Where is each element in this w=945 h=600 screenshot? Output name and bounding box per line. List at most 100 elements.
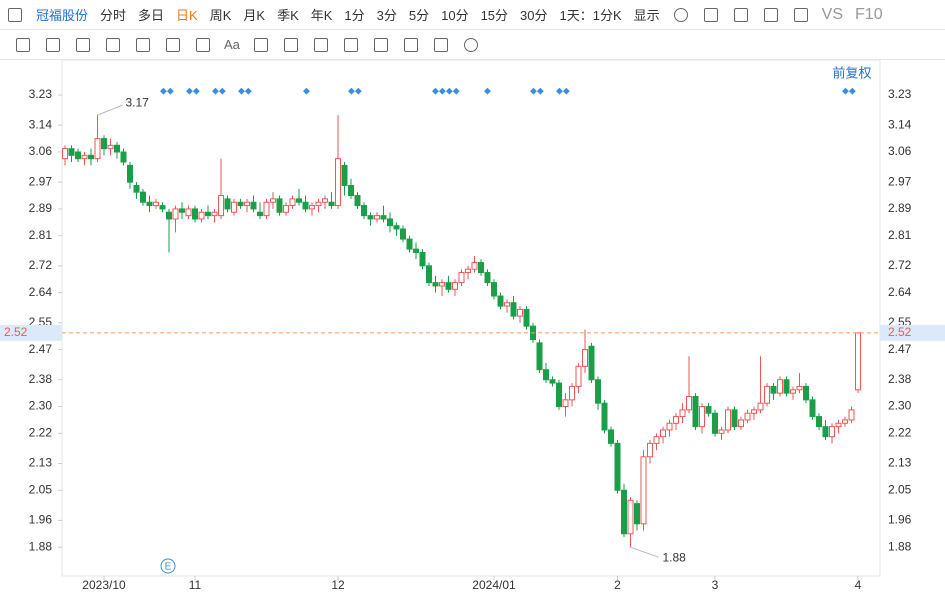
candle-body [114, 144, 120, 153]
candle-body [302, 201, 309, 210]
range-tool[interactable] [166, 37, 180, 52]
tool-settings[interactable] [463, 37, 478, 52]
candle-body [569, 385, 575, 401]
period-tab[interactable]: 3分 [376, 8, 397, 23]
y-tick-label: 2.13 [29, 456, 53, 470]
candle-body [419, 251, 426, 267]
lock-tool[interactable] [343, 37, 358, 52]
stock-name[interactable]: 冠福股份 [36, 8, 89, 23]
candle-body [276, 198, 283, 213]
candle-body [478, 262, 484, 274]
candle-body [400, 228, 406, 240]
pen-icon[interactable] [763, 7, 778, 22]
x-tick-label: 11 [189, 578, 202, 592]
y2-tick-label: 1.88 [888, 539, 912, 553]
fib-tool[interactable] [136, 37, 150, 52]
f10-button[interactable]: F10 [855, 5, 883, 23]
candle-body [406, 238, 413, 250]
svg-text:◆◆: ◆◆ [842, 85, 856, 95]
move-tool[interactable] [16, 37, 30, 52]
period-tab[interactable]: 多日 [138, 8, 165, 23]
x-tick-label: 4 [855, 578, 862, 592]
x-tick-label: 2024/01 [472, 578, 516, 592]
candle-body [458, 272, 465, 284]
chart: 前复权 E ◆◆ ◆◆ ◆◆ ◆◆ ◆ ◆◆ ◆◆◆◆ ◆ ◆◆ ◆◆ ◆◆ 3.23 3.… [0, 60, 945, 592]
candle-body [679, 409, 686, 418]
candle-body [621, 489, 627, 535]
candle-body [426, 265, 432, 284]
candle-body [387, 218, 393, 227]
candle-body [699, 406, 705, 428]
angle-tool[interactable] [283, 37, 298, 52]
svg-text:◆: ◆ [484, 85, 491, 95]
period-tab[interactable]: 30分 [520, 8, 548, 23]
candle-body [127, 164, 133, 183]
signal-markers: ◆◆ ◆◆ ◆◆ ◆◆ ◆ ◆◆ ◆◆◆◆ ◆ ◆◆ ◆◆ ◆◆ [160, 85, 856, 95]
period-tab[interactable]: 15分 [480, 8, 509, 23]
candle-body [855, 332, 861, 391]
drawing-toolbar: Aa [0, 30, 945, 60]
candle-body [432, 282, 439, 287]
delete-tool[interactable] [403, 37, 418, 52]
candle-body [764, 385, 770, 404]
sidebar-toggle[interactable] [8, 7, 22, 22]
y2-tick-label: 2.30 [888, 399, 912, 413]
y-tick-label: 1.96 [29, 513, 53, 527]
candle-body [718, 429, 725, 434]
last-price-label: 2.52 [888, 325, 912, 339]
color-icon[interactable] [703, 7, 718, 22]
note-tool[interactable] [253, 37, 268, 52]
candle-body [471, 262, 478, 270]
y-tick-label: 1.88 [29, 539, 53, 553]
candle-body [829, 426, 835, 438]
candle-body [725, 409, 731, 431]
settings-icon[interactable] [673, 7, 688, 22]
line-tool[interactable] [46, 37, 60, 52]
period-tab[interactable]: 月K [243, 8, 266, 23]
candle-body [614, 442, 621, 491]
vs-button[interactable]: VS [821, 5, 844, 23]
candle-body [608, 429, 614, 444]
candle-body [192, 208, 198, 220]
display-menu[interactable]: 显示 [633, 8, 660, 23]
period-tab[interactable]: 季K [277, 8, 299, 23]
adjust-label[interactable]: 前复权 [832, 65, 871, 80]
period-tab[interactable]: 分时 [100, 8, 127, 23]
hide-tool[interactable] [373, 37, 388, 52]
channel-tool[interactable] [76, 37, 90, 52]
period-tab[interactable]: 1分 [344, 8, 365, 23]
svg-text:◆◆: ◆◆ [160, 85, 174, 95]
candle-body [536, 342, 543, 371]
candle-body [595, 379, 601, 404]
range-select[interactable]: 1天：1分K [559, 8, 622, 23]
candle-body [283, 205, 289, 213]
text-tool[interactable]: Aa [224, 37, 240, 52]
compare-tool[interactable] [433, 37, 448, 52]
wave-tool[interactable] [106, 37, 120, 52]
period-tab[interactable]: 5分 [408, 8, 430, 23]
candle-body [328, 201, 335, 207]
candle-body [198, 211, 205, 220]
magnet-tool[interactable] [313, 37, 328, 52]
candle-body [491, 282, 497, 297]
svg-text:◆◆◆◆: ◆◆◆◆ [432, 85, 460, 95]
camera-icon[interactable] [733, 7, 748, 22]
candle-body [270, 198, 276, 203]
candle-body [75, 151, 81, 160]
candle-body [211, 211, 218, 217]
period-tab[interactable]: 年K [310, 8, 333, 23]
arrow-tool[interactable] [196, 37, 210, 52]
candle-body [179, 208, 185, 213]
period-tab[interactable]: 10分 [441, 8, 469, 23]
fullscreen-icon[interactable] [793, 7, 808, 22]
candle-body [523, 308, 530, 327]
period-tab[interactable]: 日K [176, 8, 198, 23]
candle-body [562, 399, 569, 408]
candle-body [757, 402, 764, 411]
candle-body [666, 422, 673, 431]
candle-body [452, 282, 458, 290]
svg-text:◆◆: ◆◆ [238, 85, 252, 95]
event-marker-circle[interactable] [160, 558, 176, 574]
event-marker[interactable]: E [165, 562, 172, 573]
period-tab[interactable]: 周K [209, 8, 232, 23]
